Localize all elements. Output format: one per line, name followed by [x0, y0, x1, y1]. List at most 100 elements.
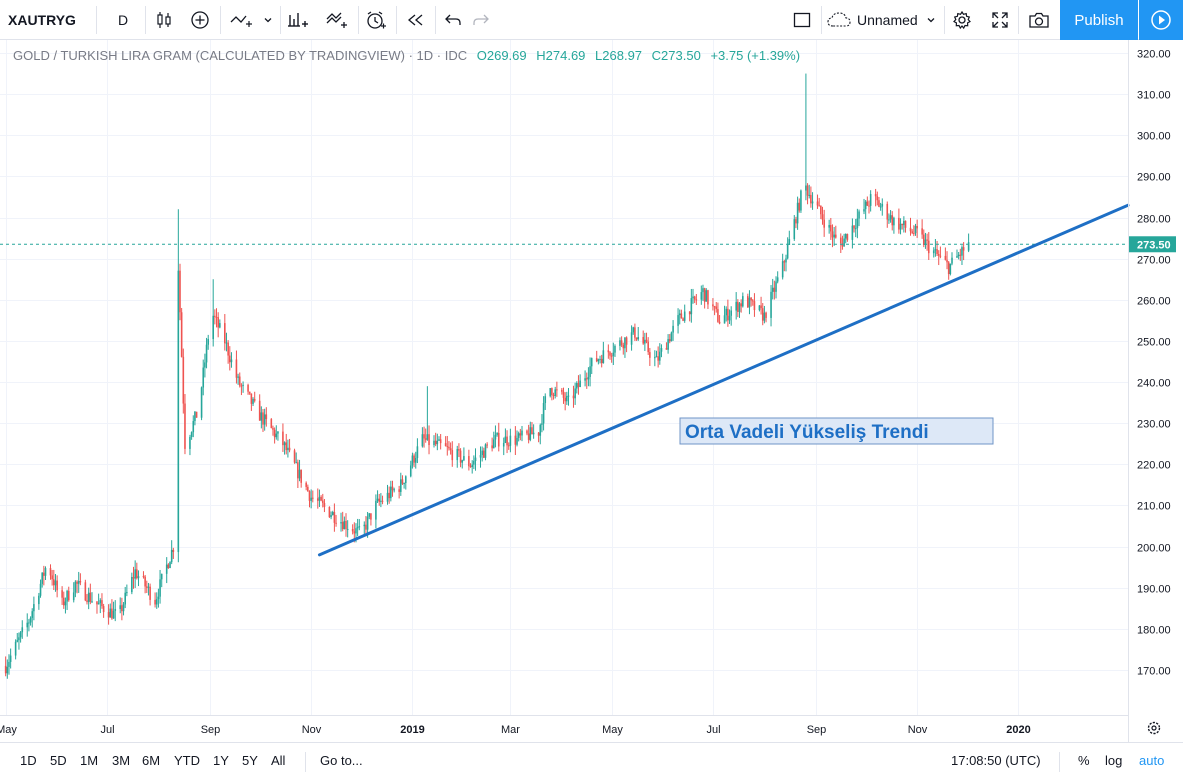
candle: [194, 411, 196, 426]
candle: [250, 393, 253, 411]
price-tick-label: 300.00: [1137, 131, 1171, 143]
candle: [449, 442, 452, 455]
candle: [946, 251, 948, 270]
templates-button[interactable]: [322, 6, 352, 34]
candle: [620, 336, 623, 347]
candle: [137, 570, 140, 587]
trend-annotation[interactable]: Orta Vadeli Yükseliş Trendi: [679, 417, 994, 445]
fullscreen-button[interactable]: [986, 6, 1014, 34]
candle: [834, 225, 837, 239]
candle: [184, 394, 186, 455]
replay-button[interactable]: [402, 6, 430, 34]
axis-settings-button[interactable]: [1147, 721, 1161, 735]
chevron-down-icon: [264, 18, 272, 23]
auto-toggle[interactable]: auto: [1139, 753, 1165, 768]
candle: [142, 571, 145, 579]
candle: [846, 233, 849, 242]
candle: [554, 386, 557, 399]
candle: [248, 391, 251, 395]
log-toggle[interactable]: log: [1105, 753, 1123, 768]
candle: [376, 490, 379, 503]
candle: [282, 423, 284, 452]
bars-plus-icon: [288, 13, 308, 27]
range-5y-button[interactable]: 5Y: [242, 753, 258, 768]
chart-style-button[interactable]: [150, 6, 178, 34]
range-5d-button[interactable]: 5D: [50, 753, 67, 768]
candle: [189, 434, 191, 456]
undo-button[interactable]: [440, 6, 466, 34]
candle: [702, 284, 704, 301]
candle: [677, 308, 679, 334]
candle: [145, 580, 148, 593]
candle: [737, 299, 739, 318]
range-6m-button[interactable]: 6M: [142, 753, 161, 768]
settings-button[interactable]: [948, 6, 976, 34]
candle: [44, 566, 47, 581]
candle: [843, 233, 845, 247]
indicators-dropdown[interactable]: [258, 6, 278, 34]
symbol-search-button[interactable]: XAUTRYG: [8, 6, 90, 34]
candle: [858, 209, 860, 227]
candle: [275, 425, 278, 440]
candle: [320, 495, 322, 502]
financials-button[interactable]: [284, 6, 312, 34]
indicator-wave-icon: [230, 15, 252, 27]
candle: [172, 547, 175, 559]
candle: [16, 633, 19, 643]
candle: [839, 233, 842, 253]
candle: [131, 572, 133, 595]
snapshot-button[interactable]: [1024, 6, 1054, 34]
cloud-icon: [827, 12, 851, 27]
publish-button[interactable]: Publish: [1060, 0, 1138, 40]
range-3m-button[interactable]: 3M: [112, 753, 131, 768]
candle: [486, 442, 488, 449]
candle: [330, 511, 332, 520]
interval-button[interactable]: D: [105, 6, 141, 34]
price-chart[interactable]: Orta Vadeli Yükseliş Trendi 170.00 180.00…: [0, 40, 1183, 742]
range-all-button[interactable]: All: [271, 753, 286, 768]
candle: [612, 342, 615, 366]
range-ytd-button[interactable]: YTD: [174, 753, 200, 768]
range-1d-button[interactable]: 1D: [20, 753, 37, 768]
redo-button[interactable]: [468, 6, 494, 34]
publish-menu-button[interactable]: [1139, 0, 1183, 40]
candle: [761, 303, 764, 326]
candle: [599, 355, 601, 364]
candle: [217, 312, 219, 338]
candle: [856, 208, 859, 239]
candle: [878, 196, 880, 208]
fullscreen-layout-button[interactable]: [788, 6, 816, 34]
candle: [62, 591, 65, 609]
alert-button[interactable]: [362, 6, 390, 34]
candle: [298, 459, 301, 482]
range-1m-button[interactable]: 1M: [80, 753, 99, 768]
candle: [740, 299, 742, 313]
indicators-button[interactable]: [226, 6, 256, 34]
price-tick-label: 320.00: [1137, 49, 1171, 61]
toolbar-separator: [145, 6, 146, 34]
candle: [43, 565, 45, 586]
layout-menu-button[interactable]: Unnamed: [826, 6, 942, 34]
candle: [585, 372, 588, 389]
candle: [805, 73, 807, 201]
candle: [707, 289, 709, 310]
candle: [564, 392, 566, 411]
clock-timezone[interactable]: 17:08:50 (UTC): [951, 753, 1041, 768]
candle: [891, 211, 894, 231]
range-1y-button[interactable]: 1Y: [213, 753, 229, 768]
candle: [630, 325, 633, 351]
goto-date-button[interactable]: Go to...: [320, 753, 363, 768]
time-axis[interactable]: May Jul Sep Nov 2019 Mar May Jul Sep Nov 2020: [0, 724, 1031, 736]
candle: [879, 202, 882, 211]
candle: [471, 460, 473, 474]
candle: [645, 332, 648, 344]
candle: [868, 200, 870, 214]
percent-toggle[interactable]: %: [1078, 753, 1090, 768]
compare-button[interactable]: [186, 6, 214, 34]
price-axis[interactable]: 170.00 180.00 190.00 200.00 210.00 220.00 230.…: [1137, 49, 1171, 678]
candle: [242, 381, 244, 393]
candle: [200, 386, 203, 421]
trendline[interactable]: [317, 203, 1130, 557]
candle: [660, 344, 663, 358]
toolbar-separator: [358, 6, 359, 34]
